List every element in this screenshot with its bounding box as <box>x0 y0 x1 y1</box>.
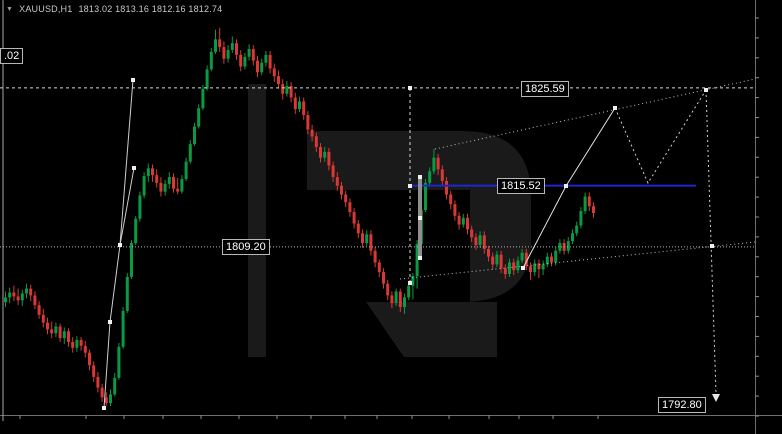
price-label-1825-59[interactable]: 1825.59 <box>521 81 569 97</box>
chart-title: ▼ XAUUSD,H1 1813.02 1813.16 1812.16 1812… <box>6 4 222 14</box>
broker-watermark-logo <box>248 84 531 357</box>
ohlc-readout: 1813.02 1813.16 1812.16 1812.74 <box>78 4 223 14</box>
price-label-clipped[interactable]: .02 <box>0 48 24 64</box>
price-label-1792-80-target[interactable]: 1792.80 <box>658 397 706 413</box>
symbol-period-label: XAUUSD,H1 <box>19 4 73 14</box>
chart-marker-icon: ▼ <box>6 5 14 13</box>
time-axis[interactable]: 27 Jul 202128 Jul 08:0028 Jul 16:0029 Ju… <box>0 416 755 434</box>
price-label-1815-52[interactable]: 1815.52 <box>497 178 545 194</box>
price-label-1809-20[interactable]: 1809.20 <box>222 239 270 255</box>
analysis-objects[interactable] <box>0 78 756 410</box>
price-axis[interactable]: 1832.801830.751828.651826.601824.551822.… <box>756 0 782 434</box>
candles <box>4 27 595 406</box>
